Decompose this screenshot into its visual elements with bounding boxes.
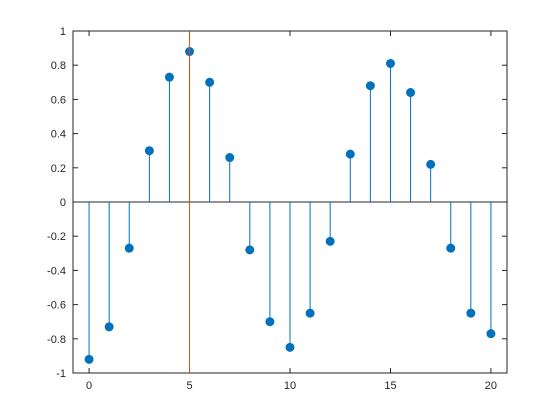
x-tick-label: 20 <box>485 380 497 392</box>
stem-marker <box>225 153 235 163</box>
stem-marker <box>426 159 436 169</box>
stem-marker <box>205 77 215 87</box>
y-tick-label: -0.4 <box>47 265 66 277</box>
stem-marker <box>406 88 416 98</box>
stem-series <box>73 47 507 364</box>
x-tick-label: 5 <box>186 380 192 392</box>
stem-marker <box>245 245 255 255</box>
stem-marker <box>104 322 114 332</box>
stem-marker <box>325 236 335 246</box>
stem-marker <box>144 146 154 156</box>
stem-marker <box>446 243 456 253</box>
stem-marker <box>345 149 355 159</box>
stem-marker <box>164 72 174 82</box>
y-tick-label: 0 <box>60 197 66 209</box>
y-tick-label: 1 <box>60 26 66 38</box>
stem-marker <box>124 243 134 253</box>
stem-marker <box>486 329 496 339</box>
stem-marker <box>365 81 375 91</box>
y-tick-label: -0.2 <box>47 231 66 243</box>
stem-marker <box>385 58 395 68</box>
stem-marker <box>466 308 476 318</box>
x-tick-label: 0 <box>86 380 92 392</box>
y-tick-label: 0.6 <box>51 94 66 106</box>
x-tick-label: 15 <box>384 380 396 392</box>
y-tick-label: 0.8 <box>51 60 66 72</box>
x-tick-label: 10 <box>284 380 296 392</box>
y-tick-label: -0.6 <box>47 300 66 312</box>
y-tick-label: 0.2 <box>51 163 66 175</box>
stem-marker <box>265 317 275 327</box>
y-tick-label: -0.8 <box>47 334 66 346</box>
y-tick-label: 0.4 <box>51 129 66 141</box>
stem-marker <box>285 342 295 352</box>
x-axis-ticks: 0 5 10 15 20 <box>86 31 497 392</box>
stem-marker <box>305 308 315 318</box>
stem-marker <box>84 354 94 364</box>
y-tick-label: -1 <box>56 368 66 380</box>
